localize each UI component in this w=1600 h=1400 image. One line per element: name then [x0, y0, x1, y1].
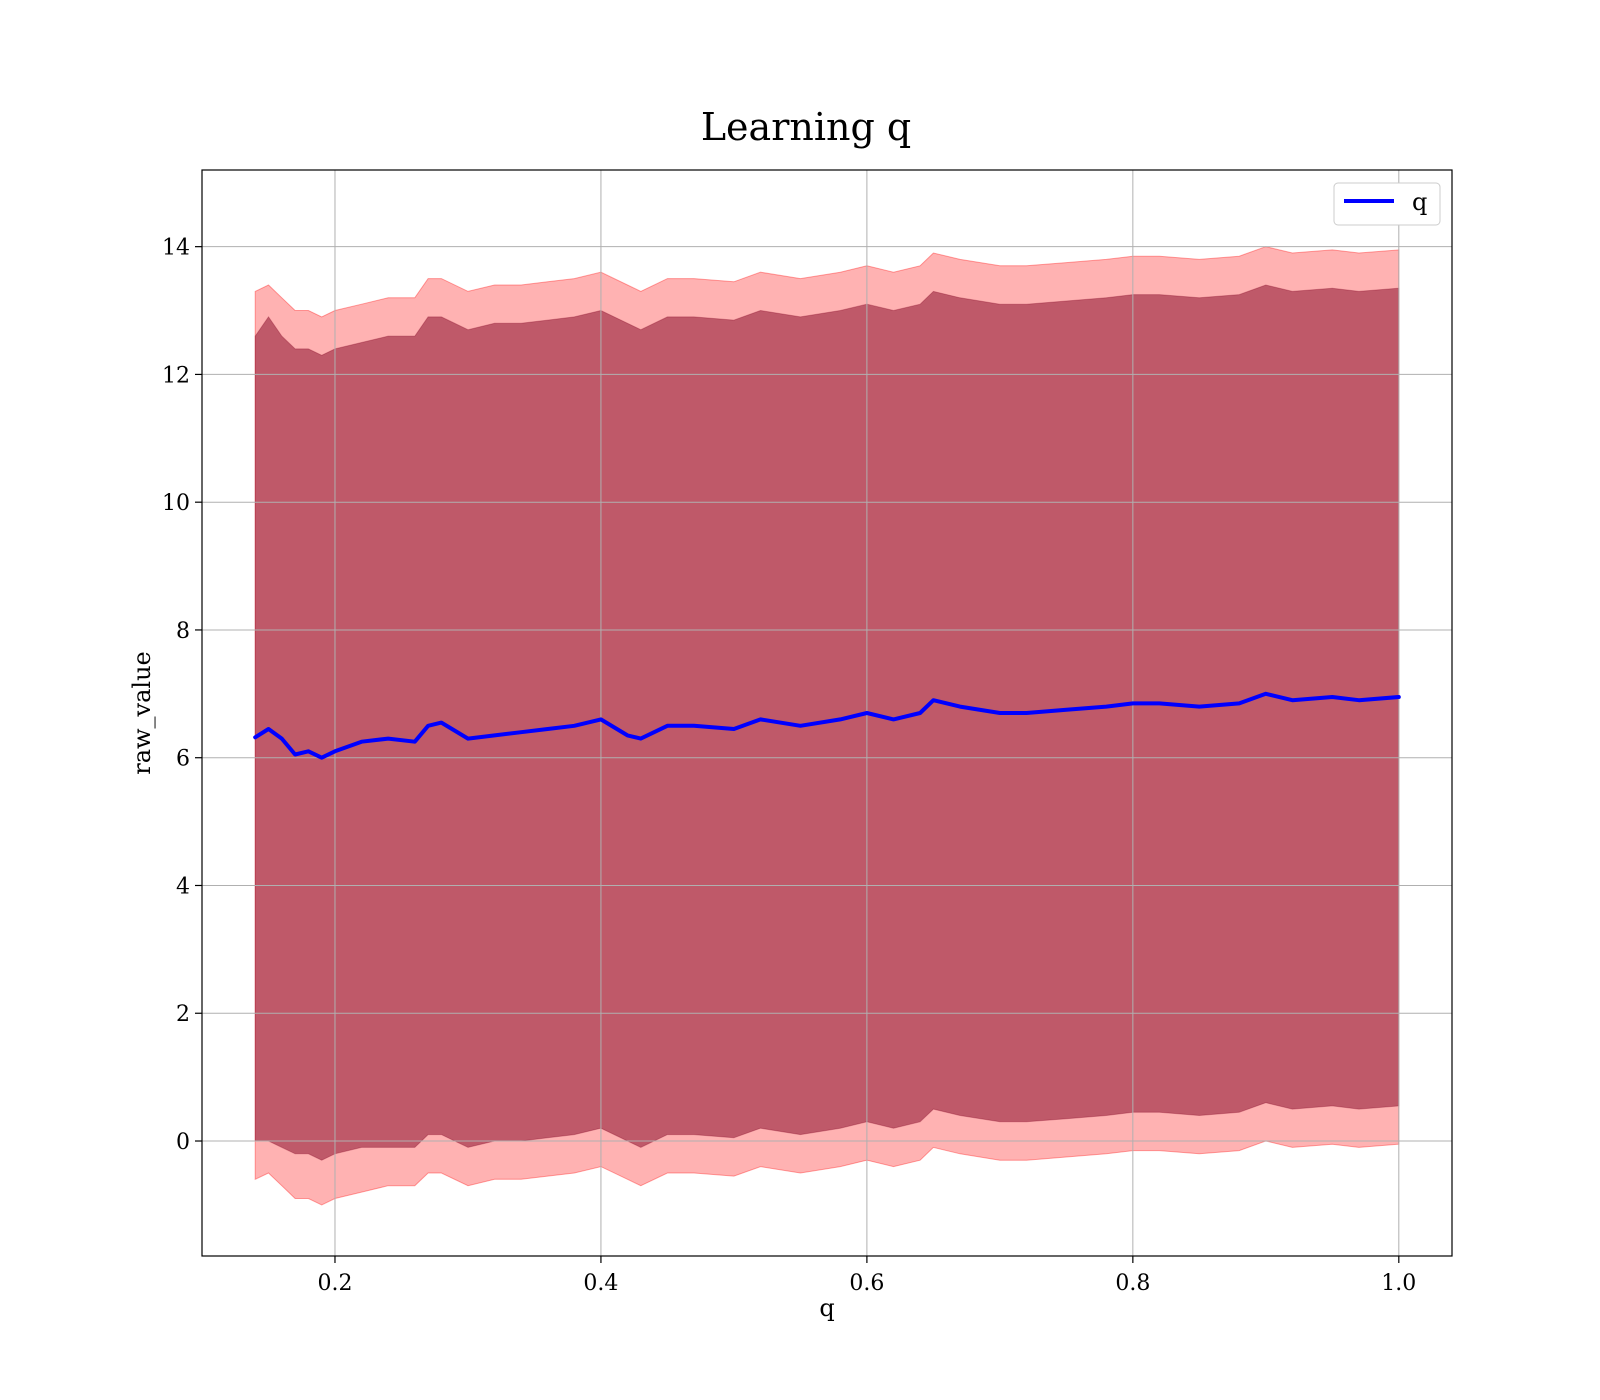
plot-frame: [201, 169, 1453, 1257]
y-tick-label-0: 0: [176, 1130, 190, 1155]
y-axis-ticks: 0 2 4 6 8 10 12 14: [162, 236, 202, 1155]
legend-box: [1333, 182, 1441, 226]
x-axis-ticks: 0.2 0.4 0.6 0.8 1.0: [317, 1256, 1416, 1296]
series-line-q: [253, 691, 1401, 760]
plot-area: [201, 169, 1453, 1257]
y-tick-label-7: 14: [162, 236, 190, 261]
y-tick-label-3: 6: [176, 747, 190, 772]
chart-title: Learning q: [701, 105, 911, 149]
grid-lines: [202, 170, 1452, 1256]
x-tick-label-3: 0.8: [1115, 1271, 1150, 1296]
y-axis-label: raw_value: [128, 651, 156, 775]
x-axis-label: q: [819, 1294, 834, 1322]
y-tick-label-1: 2: [176, 1002, 190, 1027]
y-tick-label-2: 4: [176, 874, 190, 899]
x-tick-label-1: 0.4: [583, 1271, 618, 1296]
x-tick-label-2: 0.6: [849, 1271, 884, 1296]
y-tick-label-5: 10: [162, 491, 190, 516]
series-lines: [253, 691, 1401, 760]
x-tick-label-4: 1.0: [1381, 1271, 1416, 1296]
y-tick-label-6: 12: [162, 363, 190, 388]
legend-label-q: q: [1412, 188, 1427, 216]
y-tick-label-4: 8: [176, 619, 190, 644]
x-tick-label-0: 0.2: [317, 1271, 352, 1296]
legend: q: [1333, 182, 1441, 226]
